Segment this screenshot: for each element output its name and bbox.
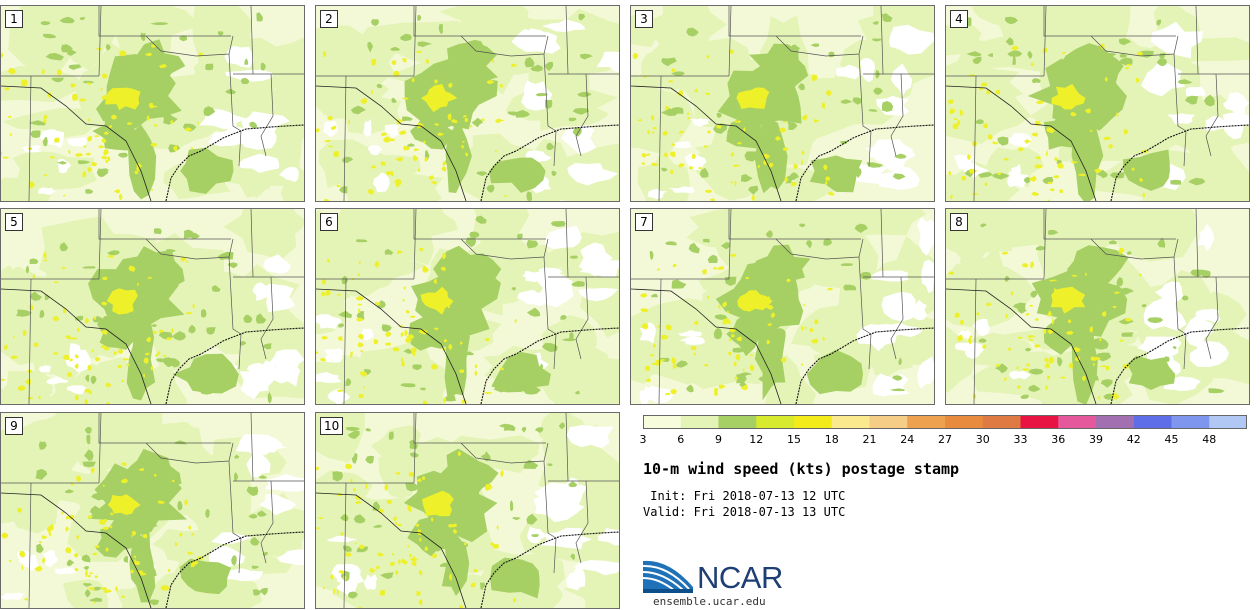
colorbar-tick-label: 6	[677, 433, 685, 446]
colorbar-tick-label: 33	[1013, 433, 1028, 446]
colorbar-tick-label: 24	[900, 433, 915, 446]
map-field	[316, 6, 619, 201]
colorbar-swatch	[756, 415, 795, 429]
panel-label: 7	[635, 213, 653, 231]
map-field	[631, 209, 934, 404]
init-time: Init: Fri 2018-07-13 12 UTC	[643, 489, 846, 503]
stamp-panel-5[interactable]: 5	[0, 208, 305, 405]
panel-label: 9	[5, 417, 23, 435]
colorbar-swatch	[945, 415, 984, 429]
colorbar-swatch	[680, 415, 719, 429]
colorbar-tick-label: 9	[715, 433, 722, 446]
logo-url: ensemble.ucar.edu	[653, 595, 766, 608]
stamp-panel-9[interactable]: 9	[0, 412, 305, 609]
map-field	[1, 6, 304, 201]
colorbar-swatch	[718, 415, 757, 429]
logo-wordmark: NCAR	[697, 560, 783, 595]
stamp-panel-3[interactable]: 3	[630, 5, 935, 202]
colorbar-swatch	[1171, 415, 1210, 429]
plot-title: 10-m wind speed (kts) postage stamp	[643, 460, 960, 478]
colorbar-swatch	[869, 415, 908, 429]
colorbar-tick-label: 27	[938, 433, 952, 446]
stamp-panel-4[interactable]: 4	[945, 5, 1250, 202]
colorbar-tick-label: 39	[1089, 433, 1103, 446]
stamp-panel-8[interactable]: 8	[945, 208, 1250, 405]
map-field	[946, 6, 1249, 201]
panel-label: 4	[950, 10, 968, 28]
map-field	[316, 413, 619, 608]
map-field	[631, 6, 934, 201]
stamp-panel-1[interactable]: 1	[0, 5, 305, 202]
colorbar-tick-label: 45	[1164, 433, 1179, 446]
ncar-logo-icon	[642, 560, 693, 593]
colorbar-swatch	[1058, 415, 1097, 429]
colorbar	[643, 415, 1247, 429]
stamp-panel-7[interactable]: 7	[630, 208, 935, 405]
colorbar-swatch	[1096, 415, 1135, 429]
stamp-panel-6[interactable]: 6	[315, 208, 620, 405]
map-field	[1, 413, 304, 608]
colorbar-swatch	[794, 415, 833, 429]
colorbar-swatch	[643, 415, 682, 429]
colorbar-swatch	[1133, 415, 1172, 429]
map-field	[316, 209, 619, 404]
panel-label: 5	[5, 213, 23, 231]
valid-time: Valid: Fri 2018-07-13 13 UTC	[643, 505, 846, 519]
colorbar-swatch	[1020, 415, 1059, 429]
panel-label: 6	[320, 213, 338, 231]
colorbar-swatch	[831, 415, 870, 429]
colorbar-tick-label: 48	[1202, 433, 1217, 446]
colorbar-tick-label: 36	[1051, 433, 1066, 446]
panel-label: 2	[320, 10, 338, 28]
colorbar-tick-label: 42	[1126, 433, 1141, 446]
colorbar-tick-label: 21	[862, 433, 877, 446]
map-field	[1, 209, 304, 404]
panel-label: 1	[5, 10, 23, 28]
stamp-panel-2[interactable]: 2	[315, 5, 620, 202]
panel-label: 3	[635, 10, 653, 28]
colorbar-tick-label: 30	[975, 433, 990, 446]
panel-label: 10	[320, 417, 344, 435]
panel-label: 8	[950, 213, 968, 231]
stamp-panel-10[interactable]: 10	[315, 412, 620, 609]
colorbar-tick-label: 15	[787, 433, 801, 446]
colorbar-tick-label: 12	[749, 433, 764, 446]
colorbar-swatch	[982, 415, 1021, 429]
map-field	[946, 209, 1249, 404]
colorbar-swatch	[907, 415, 946, 429]
colorbar-tick-label: 18	[824, 433, 839, 446]
colorbar-tick-label: 3	[639, 433, 647, 446]
colorbar-swatch	[1209, 415, 1247, 429]
